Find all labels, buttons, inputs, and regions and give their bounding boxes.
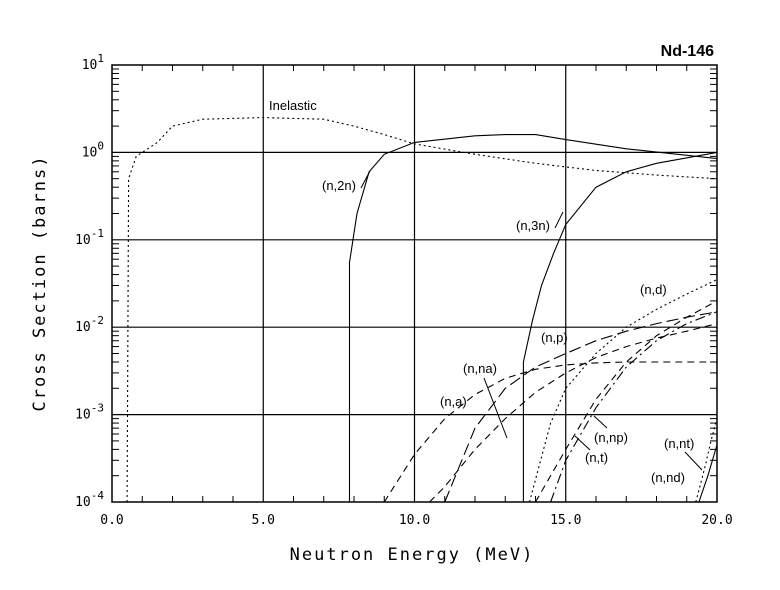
curve-n-3n — [522, 151, 718, 502]
curve-n-d — [528, 279, 718, 503]
label-n-nt: (n,nt) — [664, 436, 694, 451]
label-n-d: (n,d) — [640, 282, 667, 297]
curve-inelastic — [126, 117, 718, 503]
y-axis-title: Cross Section (barns) — [30, 155, 50, 412]
x-axis-title: Neutron Energy (MeV) — [290, 545, 535, 565]
label-n-3n: (n,3n) — [516, 218, 550, 233]
y-tick-label: 101 — [82, 52, 104, 73]
label-n-np: (n,np) — [594, 430, 628, 445]
leader-n-nt — [684, 451, 703, 471]
x-tick-label: 15.0 — [550, 513, 581, 528]
x-tick-label: 0.0 — [100, 513, 123, 528]
y-tick-labels: 101 100 10-1 10-2 10-3 10-4 — [75, 52, 104, 510]
label-n-nd: (n,nd) — [651, 470, 685, 485]
label-n-2n: (n,2n) — [322, 178, 356, 193]
y-tick-label: 10-1 — [75, 227, 104, 248]
series-curves — [126, 117, 718, 503]
y-tick-label: 100 — [82, 139, 104, 160]
curve-n-nd — [698, 444, 718, 503]
leader-n-t — [574, 435, 591, 451]
chart-title: Nd-146 — [661, 43, 714, 60]
label-n-a: (n,a) — [440, 394, 467, 409]
x-tick-label: 20.0 — [701, 513, 732, 528]
y-tick-label: 10-3 — [75, 402, 104, 423]
grid-lines — [112, 65, 717, 502]
curve-n-p — [444, 311, 718, 503]
leader-n-2n — [360, 170, 371, 189]
x-tick-label: 10.0 — [399, 513, 430, 528]
x-tick-label: 5.0 — [252, 513, 275, 528]
label-n-t: (n,t) — [585, 450, 608, 465]
label-n-na: (n,na) — [463, 361, 497, 376]
curve-n-na — [429, 323, 718, 503]
leader-n-np — [593, 415, 608, 429]
curve-labels: Inelastic (n,2n) (n,3n) (n,d) (n,p) (n,n… — [269, 98, 703, 485]
label-inelastic: Inelastic — [269, 98, 317, 113]
curve-n-t — [550, 311, 718, 503]
leader-n-3n — [554, 211, 564, 229]
label-n-p: (n,p) — [541, 330, 568, 345]
plot-frame — [111, 64, 718, 503]
curve-n-2n — [348, 134, 718, 502]
leader-n-na — [483, 377, 508, 439]
y-tick-label: 10-2 — [75, 314, 104, 335]
x-tick-labels: 0.0 5.0 10.0 15.0 20.0 — [100, 513, 732, 528]
curve-n-np — [535, 300, 718, 503]
y-tick-label: 10-4 — [75, 489, 104, 510]
